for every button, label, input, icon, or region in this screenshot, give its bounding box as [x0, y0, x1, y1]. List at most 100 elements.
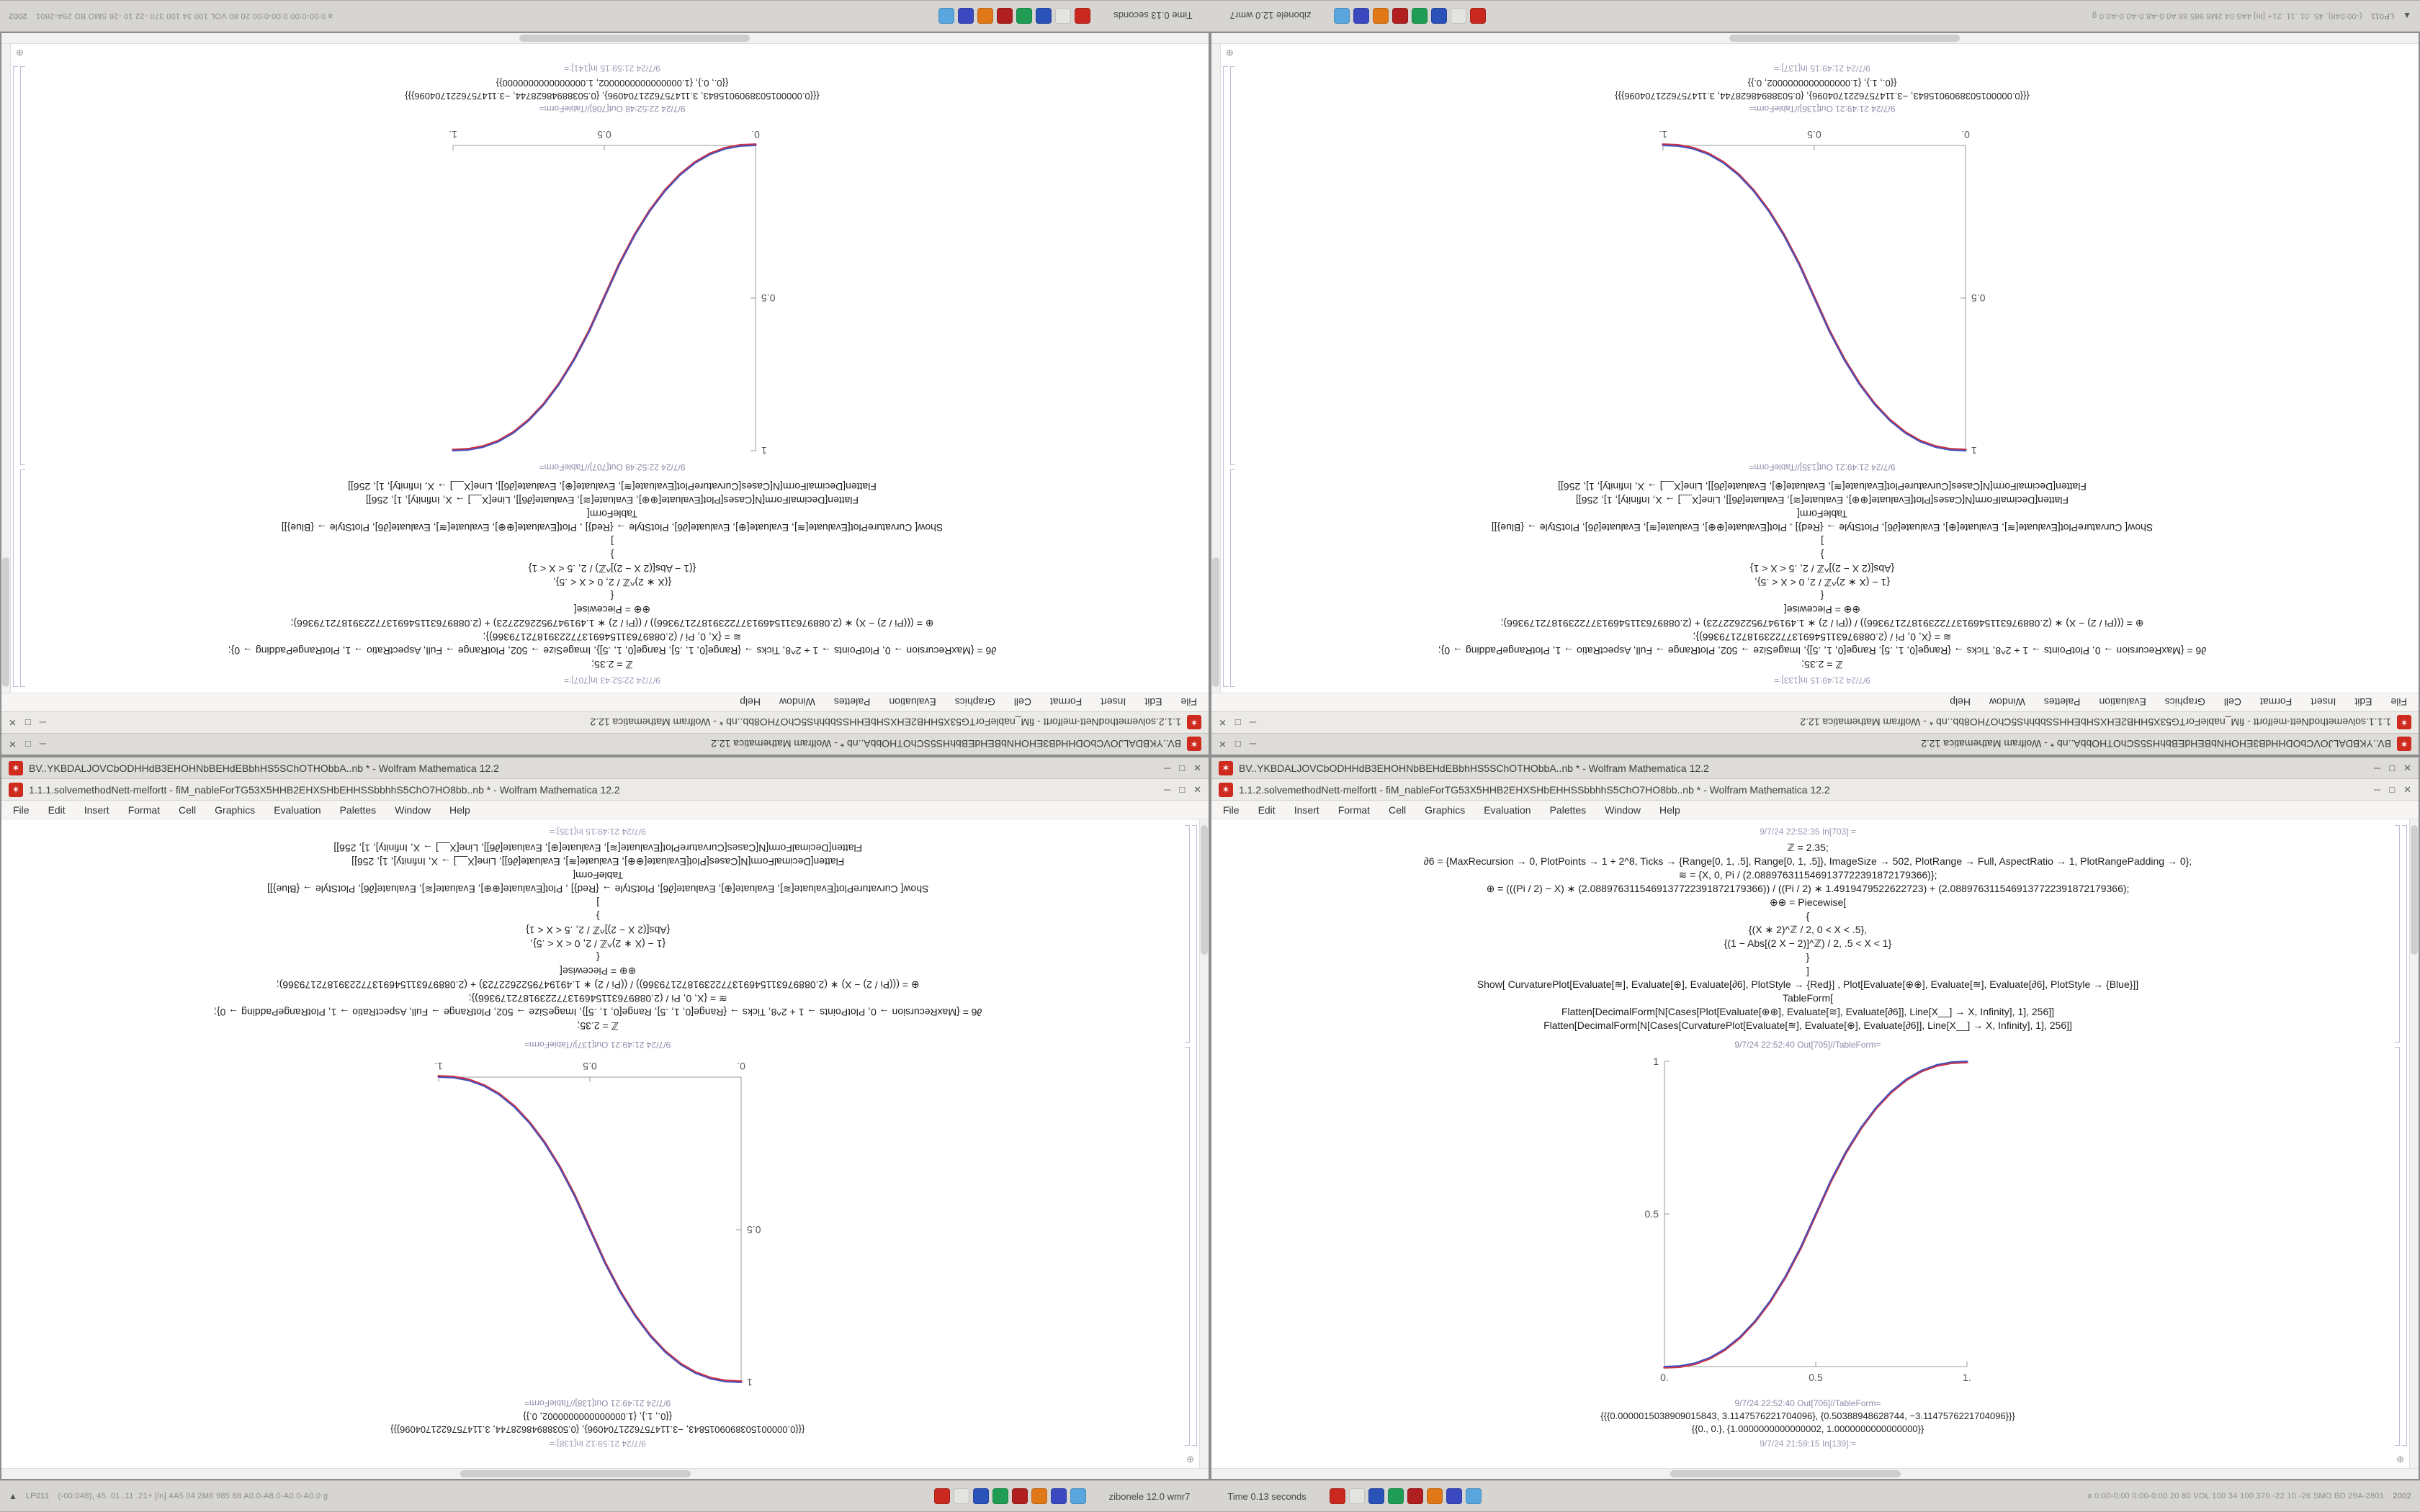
menu-palettes[interactable]: Palettes — [2043, 696, 2081, 708]
taskbar-icon-app-blue[interactable] — [1036, 8, 1052, 24]
cell-bracket[interactable] — [1185, 825, 1190, 1043]
vertical-scrollbar[interactable] — [2409, 819, 2419, 1468]
taskbar-icon-app-blue[interactable] — [972, 1488, 989, 1504]
menu-graphics[interactable]: Graphics — [215, 804, 256, 816]
menu-graphics[interactable]: Graphics — [2164, 696, 2205, 708]
minimize-button[interactable]: ─ — [39, 717, 46, 729]
close-button[interactable]: ✕ — [1219, 739, 1227, 750]
taskbar-icon-app-sky[interactable] — [1070, 1488, 1086, 1504]
maximize-button[interactable]: □ — [24, 717, 31, 729]
close-button[interactable]: ✕ — [9, 739, 17, 750]
maximize-button[interactable]: □ — [1179, 783, 1186, 795]
window-titlebar[interactable]: ✶ 1.1.2.solvemethodNett-melfortt - fiM_n… — [1, 711, 1209, 733]
scrollbar-thumb[interactable] — [1212, 557, 1219, 687]
taskbar-icon-app-red[interactable] — [1075, 8, 1091, 24]
menu-insert[interactable]: Insert — [2311, 696, 2336, 708]
background-window-titlebar[interactable]: ✶ BV..YKBDALJOVCbODHHdB3EHOHNbBEHdEBbhHS… — [1211, 733, 2419, 755]
taskbar-icon-app-indigo[interactable] — [1446, 1488, 1462, 1504]
taskbar-icon-app-sky[interactable] — [938, 8, 955, 24]
scrollbar-thumb[interactable] — [1670, 1470, 1901, 1477]
taskbar-icon-app-red[interactable] — [1329, 1488, 1345, 1504]
scrollbar-thumb[interactable] — [2, 557, 9, 687]
mathematica-window[interactable]: ✶ BV..YKBDALJOVCbODHHdB3EHOHNbBEHdEBbhHS… — [1211, 757, 2419, 1480]
menu-format[interactable]: Format — [1049, 696, 1083, 708]
minimize-button[interactable]: ─ — [2374, 783, 2381, 795]
horizontal-scrollbar[interactable] — [1, 1468, 1209, 1479]
taskbar-icon-app-orange[interactable] — [977, 8, 994, 24]
maximize-button[interactable]: □ — [1234, 739, 1241, 750]
menu-edit[interactable]: Edit — [1258, 804, 1276, 816]
close-button[interactable]: ✕ — [2403, 783, 2411, 795]
taskbar-icon-app-red[interactable] — [933, 1488, 950, 1504]
menu-format[interactable]: Format — [127, 804, 161, 816]
menu-evaluation[interactable]: Evaluation — [889, 696, 936, 708]
window-titlebar[interactable]: ✶ 1.1.1.solvemethodNett-melfortt - fiM_n… — [1211, 711, 2419, 733]
vertical-scrollbar[interactable] — [1199, 819, 1209, 1468]
maximize-button[interactable]: □ — [2389, 762, 2396, 773]
menu-window[interactable]: Window — [779, 696, 815, 708]
minimize-button[interactable]: ─ — [2374, 762, 2381, 773]
close-button[interactable]: ✕ — [1193, 762, 1201, 773]
input-cell-code[interactable]: ℤ = 2.35; ∂6 = {MaxRecursion → 0, PlotPo… — [228, 481, 997, 670]
taskbar-icon-app-crimson[interactable] — [1392, 8, 1409, 24]
menu-format[interactable]: Format — [1337, 804, 1371, 816]
notebook-content[interactable]: 9/7/24 21:49:15 In[135]:= ℤ = 2.35; ∂6 =… — [1, 819, 1209, 1468]
menu-edit[interactable]: Edit — [1144, 696, 1162, 708]
menu-cell[interactable]: Cell — [1389, 804, 1407, 816]
menu-edit[interactable]: Edit — [2354, 696, 2372, 708]
mathematica-window[interactable]: ✶ BV..YKBDALJOVCbODHHdB3EHOHNbBEHdEBbhHS… — [1, 757, 1209, 1480]
close-button[interactable]: ✕ — [9, 717, 17, 729]
notebook-content[interactable]: 9/7/24 22:52:43 In[707]:= ℤ = 2.35; ∂6 =… — [1, 44, 1209, 693]
horizontal-scrollbar[interactable] — [1, 33, 1209, 44]
menu-file[interactable]: File — [1223, 804, 1240, 816]
maximize-button[interactable]: □ — [24, 739, 31, 750]
cell-bracket[interactable] — [2395, 825, 2400, 1043]
close-button[interactable]: ✕ — [2403, 762, 2411, 773]
taskbar-icon-app-orange[interactable] — [1373, 8, 1389, 24]
maximize-button[interactable]: □ — [1234, 717, 1241, 729]
taskbar-icon-app-sky[interactable] — [1334, 8, 1350, 24]
mathematica-window[interactable]: ✶ BV..YKBDALJOVCbODHHdB3EHOHNbBEHdEBbhHS… — [1211, 32, 2419, 755]
close-button[interactable]: ✕ — [1193, 783, 1201, 795]
menu-help[interactable]: Help — [1950, 696, 1971, 708]
taskbar-icon-app-blue[interactable] — [1431, 8, 1448, 24]
menu-window[interactable]: Window — [1605, 804, 1641, 816]
magnifier-icon[interactable]: ⊕ — [1186, 1454, 1194, 1464]
scrollbar-thumb[interactable] — [1729, 35, 1960, 42]
menu-cell[interactable]: Cell — [1013, 696, 1031, 708]
scrollbar-thumb[interactable] — [2411, 825, 2418, 955]
input-cell-code[interactable]: ℤ = 2.35; ∂6 = {MaxRecursion → 0, PlotPo… — [1423, 842, 2192, 1031]
magnifier-icon[interactable]: ⊕ — [16, 48, 24, 58]
menu-graphics[interactable]: Graphics — [954, 696, 995, 708]
menu-graphics[interactable]: Graphics — [1425, 804, 1466, 816]
cell-group-bracket[interactable] — [13, 66, 18, 687]
taskbar-icon-app-green[interactable] — [1387, 1488, 1404, 1504]
menu-help[interactable]: Help — [1659, 804, 1680, 816]
background-window-titlebar[interactable]: ✶ BV..YKBDALJOVCbODHHdB3EHOHNbBEHdEBbhHS… — [1211, 757, 2419, 779]
notebook-content[interactable]: 9/7/24 22:52:35 In[703]:= ℤ = 2.35; ∂6 =… — [1211, 819, 2419, 1468]
taskbar-icon-app-gray[interactable] — [1451, 8, 1467, 24]
cell-bracket[interactable] — [1230, 469, 1235, 687]
menu-palettes[interactable]: Palettes — [833, 696, 871, 708]
menu-palettes[interactable]: Palettes — [339, 804, 377, 816]
taskbar-icon-app-sky[interactable] — [1465, 1488, 1482, 1504]
taskbar-icon-app-gray[interactable] — [1348, 1488, 1365, 1504]
menu-file[interactable]: File — [1180, 696, 1197, 708]
cell-bracket[interactable] — [2395, 1047, 2400, 1446]
menu-file[interactable]: File — [2390, 696, 2407, 708]
background-window-titlebar[interactable]: ✶ BV..YKBDALJOVCbODHHdB3EHOHNbBEHdEBbhHS… — [1, 757, 1209, 779]
taskbar-icon-app-blue[interactable] — [1368, 1488, 1384, 1504]
window-titlebar[interactable]: ✶ 1.1.1.solvemethodNett-melfortt - fiM_n… — [1, 779, 1209, 801]
scrollbar-thumb[interactable] — [1201, 825, 1208, 955]
taskbar-icon-app-gray[interactable] — [1055, 8, 1072, 24]
minimize-button[interactable]: ─ — [1249, 717, 1256, 729]
taskbar-icon-app-green[interactable] — [1412, 8, 1428, 24]
menu-evaluation[interactable]: Evaluation — [1484, 804, 1531, 816]
notebook-content[interactable]: 9/7/24 21:49:15 In[133]:= ℤ = 2.35; ∂6 =… — [1211, 44, 2419, 693]
menu-window[interactable]: Window — [1989, 696, 2025, 708]
taskbar-icon-app-gray[interactable] — [953, 1488, 969, 1504]
menu-help[interactable]: Help — [449, 804, 470, 816]
input-cell-code[interactable]: ℤ = 2.35; ∂6 = {MaxRecursion → 0, PlotPo… — [213, 842, 982, 1032]
menu-insert[interactable]: Insert — [1294, 804, 1319, 816]
scrollbar-thumb[interactable] — [460, 1470, 691, 1477]
